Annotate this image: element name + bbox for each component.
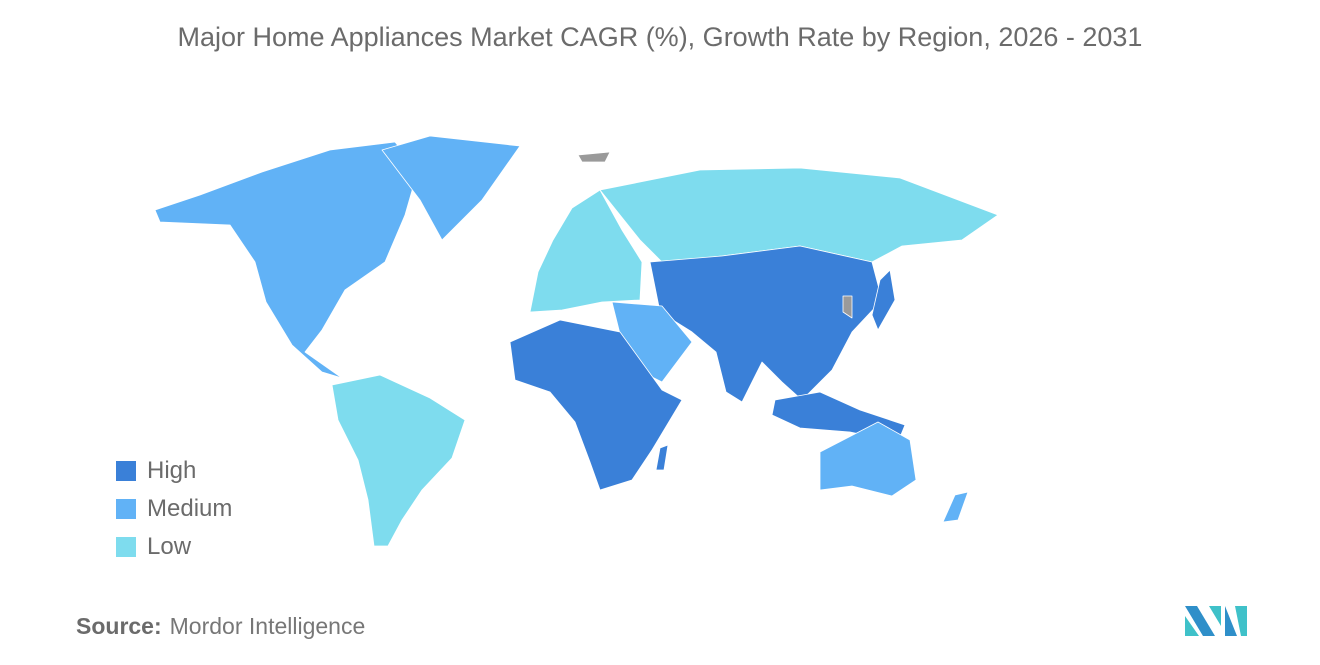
legend-item-medium: Medium xyxy=(116,490,232,528)
region-korea-nodata xyxy=(842,295,853,319)
legend-swatch xyxy=(116,461,136,481)
region-south-america xyxy=(331,374,466,547)
region-europe xyxy=(529,189,643,313)
legend-item-low: Low xyxy=(116,528,232,566)
source-value: Mordor Intelligence xyxy=(169,613,366,639)
mordor-logo-icon xyxy=(1185,606,1247,636)
region-north-america xyxy=(154,141,419,379)
region-japan xyxy=(871,269,896,331)
legend-swatch xyxy=(116,499,136,519)
source-note: Source: Mordor Intelligence xyxy=(76,613,365,640)
region-australia xyxy=(819,421,917,497)
map-title: Major Home Appliances Market CAGR (%), G… xyxy=(177,22,1143,52)
map-legend: High Medium Low xyxy=(116,452,232,566)
legend-item-high: High xyxy=(116,452,232,490)
source-label: Source: xyxy=(76,613,162,639)
legend-label: High xyxy=(147,457,197,484)
region-asia xyxy=(649,245,883,403)
legend-label: Medium xyxy=(147,495,233,522)
legend-label: Low xyxy=(147,533,192,560)
region-new-zealand xyxy=(942,491,969,523)
region-greenland xyxy=(381,135,521,241)
legend-swatch xyxy=(116,537,136,557)
region-madagascar xyxy=(655,444,669,471)
region-africa xyxy=(509,319,683,491)
region-svalbard-nodata xyxy=(577,151,611,163)
